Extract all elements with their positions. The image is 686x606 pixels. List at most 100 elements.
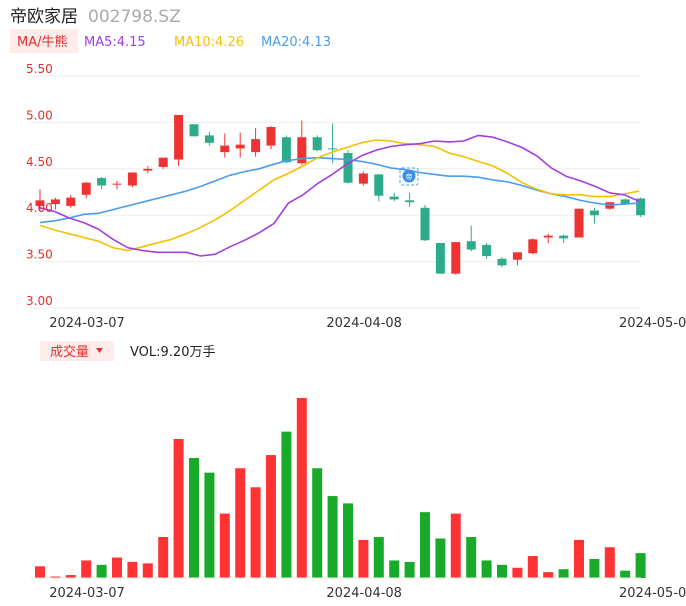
volume-bar xyxy=(620,570,631,578)
candle-body xyxy=(112,183,122,185)
candle xyxy=(451,242,461,275)
candle-body xyxy=(389,196,399,200)
event-marker[interactable]: 帝 xyxy=(399,167,419,186)
y-tick-label: 5.50 xyxy=(26,62,53,76)
volume-bar xyxy=(420,512,430,578)
candle-body xyxy=(420,207,430,241)
volume-bar xyxy=(65,575,76,578)
volume-bar xyxy=(250,487,261,578)
volume-bar xyxy=(81,560,92,578)
volume-bar xyxy=(373,537,384,578)
volume-bar xyxy=(96,564,107,578)
price-grid xyxy=(30,75,641,309)
candle-body xyxy=(66,197,76,206)
volume-tag-background xyxy=(40,341,114,361)
candle xyxy=(574,208,584,238)
x-date-label: 2024-03-07 xyxy=(49,586,125,601)
candle-body xyxy=(497,258,507,266)
volume-bar xyxy=(127,561,138,578)
candle-body xyxy=(204,135,214,143)
candle xyxy=(312,135,322,152)
volume-bar xyxy=(235,468,246,578)
candle-body xyxy=(143,168,153,171)
volume-bar xyxy=(343,503,353,578)
candle-body xyxy=(35,200,45,206)
ma5-legend: MA5:4.15 xyxy=(84,35,146,50)
y-tick-label: 5.00 xyxy=(26,108,53,122)
x-date-label: 2024-05-08 xyxy=(619,586,686,601)
volume-bar xyxy=(604,547,615,578)
volume-bar xyxy=(173,438,184,578)
volume-bar xyxy=(312,468,323,578)
event-marker-label: 帝 xyxy=(406,172,413,181)
volume-bar xyxy=(219,513,230,578)
candle-body xyxy=(343,153,353,183)
candle xyxy=(97,177,107,190)
candle-body xyxy=(220,145,230,153)
candle xyxy=(328,123,338,164)
candle-body xyxy=(50,199,60,205)
candle xyxy=(528,238,538,255)
y-tick-label: 3.00 xyxy=(26,294,53,308)
candle-body xyxy=(559,235,569,239)
candle xyxy=(497,256,507,268)
volume-bar xyxy=(50,576,61,578)
candle-body xyxy=(189,124,199,137)
volume-bar xyxy=(142,563,153,578)
candle xyxy=(512,252,522,266)
candle xyxy=(112,180,122,190)
y-tick-label: 4.00 xyxy=(26,201,53,215)
candle-body xyxy=(328,148,338,150)
candle xyxy=(343,150,353,184)
x-date-label: 2024-05-08 xyxy=(619,316,686,331)
volume-bar xyxy=(389,560,400,578)
ma5-line xyxy=(39,134,640,257)
volume-bar xyxy=(497,564,507,578)
volume-dropdown-icon[interactable] xyxy=(96,348,103,353)
candle xyxy=(482,243,492,259)
ma-tag[interactable]: MA/牛熊 xyxy=(17,34,68,50)
candle xyxy=(559,234,569,244)
ma10-legend: MA10:4.26 xyxy=(174,35,244,50)
candle xyxy=(358,171,368,186)
candlestick-series xyxy=(35,114,646,275)
candle xyxy=(143,166,153,174)
volume-bar xyxy=(404,561,415,578)
volume-bar xyxy=(358,539,369,578)
candle xyxy=(266,126,276,150)
x-date-label: 2024-04-08 xyxy=(326,586,402,601)
candle xyxy=(605,202,615,210)
candle xyxy=(220,133,230,158)
volume-bar xyxy=(327,496,338,578)
volume-bar xyxy=(558,569,569,578)
candle-body xyxy=(127,172,137,186)
candle xyxy=(35,189,45,211)
volume-tag[interactable]: 成交量 xyxy=(50,344,89,360)
candle xyxy=(235,132,245,158)
candle-body xyxy=(266,127,276,146)
candle-body xyxy=(466,241,476,250)
volume-bar xyxy=(35,566,45,578)
volume-date-labels: 2024-03-07 2024-04-08 2024-05-08 xyxy=(49,586,686,601)
volume-bar xyxy=(281,431,292,578)
candle-body xyxy=(543,235,553,238)
stock-name: 帝欧家居 xyxy=(10,7,78,27)
candle-body xyxy=(482,244,492,257)
candle-body xyxy=(281,137,291,163)
candle xyxy=(374,174,384,202)
volume-bar xyxy=(158,537,169,578)
candle xyxy=(435,243,445,274)
ma-tag-background xyxy=(10,29,78,53)
candle xyxy=(297,120,307,166)
volume-bar xyxy=(543,572,554,578)
candle-body xyxy=(97,178,107,186)
candle xyxy=(405,192,415,207)
candle xyxy=(543,233,553,244)
volume-bar xyxy=(435,538,446,578)
candle xyxy=(204,131,214,146)
candle-body xyxy=(235,144,245,149)
candle-body xyxy=(512,252,522,260)
volume-bar xyxy=(112,557,122,578)
volume-bar xyxy=(450,513,461,578)
